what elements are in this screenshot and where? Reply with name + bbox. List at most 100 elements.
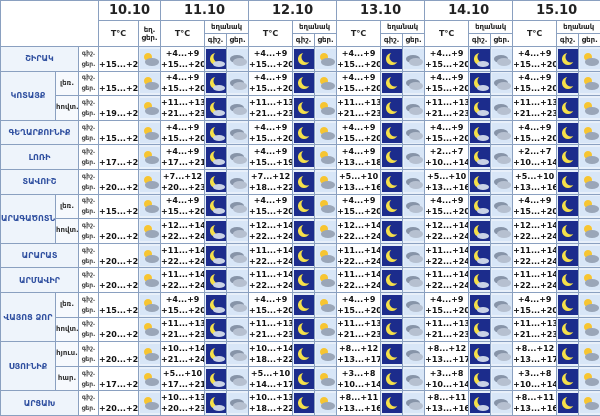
temp-value: +11...+14: [513, 245, 556, 256]
temp-value: +13...+16: [337, 403, 380, 414]
icon-cell: [293, 145, 315, 170]
weather-icon: [492, 73, 512, 93]
temp-value: +17...+20: [99, 157, 138, 168]
icon-cell: [227, 96, 249, 121]
temp-value: +15...+20: [249, 206, 292, 217]
temp-value: +15...+20: [513, 83, 556, 94]
label: գիշ.: [79, 318, 98, 329]
icon-cell: [491, 145, 513, 170]
weather-icon: [382, 98, 402, 118]
weather-icon: [228, 147, 248, 167]
icon-cell: [381, 219, 403, 244]
icon-cell: [469, 96, 491, 121]
temp-value: +20...+22: [99, 231, 138, 242]
icon-cell: [293, 317, 315, 342]
temperature: +15...+20: [99, 120, 139, 145]
weather-icon: [206, 123, 226, 143]
temp-value: +15...+20: [161, 133, 204, 144]
icon-cell: [491, 169, 513, 194]
temperature: +8...+12+13...+17: [337, 342, 381, 367]
temperature: +11...+14+22...+24: [161, 243, 205, 268]
icon-cell: [139, 120, 161, 145]
icon-cell: [293, 268, 315, 293]
temp-value: +12...+14: [337, 220, 380, 231]
temperature: +20...+22: [99, 317, 139, 342]
weather-icon: [206, 221, 226, 241]
spacer: [99, 48, 138, 59]
icon-cell: [579, 194, 600, 219]
icon-cell: [557, 120, 579, 145]
temp-value: +15...+20: [249, 305, 292, 316]
temp-value: +21...+23: [249, 329, 292, 340]
weather-icon: [558, 172, 578, 192]
label: ցեր.: [139, 34, 160, 42]
icon-cell: [579, 292, 600, 317]
temp-value: +17...+20: [99, 379, 138, 390]
icon-cell: [579, 219, 600, 244]
data-row: ԱՐՑԱԽգիշ.ցեր.+20...+23+10...+13+20...+23…: [1, 391, 600, 416]
weather-icon: [294, 393, 314, 413]
temperature: +5...+10+13...+16: [337, 169, 381, 194]
temp-value: +15...+20: [249, 59, 292, 70]
temp-value: +11...+13: [249, 318, 292, 329]
temp-value: +15...+20: [425, 59, 468, 70]
temp-value: +5...+10: [249, 368, 292, 379]
weather-header: եղանակ: [469, 21, 513, 34]
temperature: +8...+12+13...+17: [425, 342, 469, 367]
time-labels: գիշ.ցեր.: [79, 96, 99, 121]
temperature: +20...+23: [99, 268, 139, 293]
sub-region: հյուս.: [56, 342, 79, 367]
temp-value: +5...+10: [161, 368, 204, 379]
weather-icon: [470, 172, 490, 192]
temp-value: +20...+23: [99, 403, 138, 414]
temp-value: +21...+23: [161, 108, 204, 119]
icon-cell: [579, 47, 600, 72]
temperature: +20...+24: [99, 342, 139, 367]
weather-icon: [404, 246, 424, 266]
temp-value: +13...+16: [337, 182, 380, 193]
weather-icon: [382, 319, 402, 339]
label: գիշ.: [79, 245, 98, 256]
temperature: +11...+13+21...+23: [337, 317, 381, 342]
icon-cell: [557, 47, 579, 72]
weather-icon: [382, 172, 402, 192]
temperature: +4...+9+15...+20: [337, 194, 381, 219]
temp-value: +11...+14: [161, 245, 204, 256]
temp-value: +13...+16: [425, 182, 468, 193]
weather-icon: [140, 172, 160, 192]
temp-value: +12...+14: [425, 220, 468, 231]
weather-icon: [492, 221, 512, 241]
icon-cell: [381, 120, 403, 145]
temp-value: +22...+24: [249, 231, 292, 242]
data-row: հար.գիշ.ցեր.+17...+20+5...+10+17...+21+5…: [1, 366, 600, 391]
temp-value: +15...+20: [425, 83, 468, 94]
temp-value: +4...+9: [249, 195, 292, 206]
temp-value: +17...+21: [161, 157, 204, 168]
temperature: +4...+9+15...+20: [249, 47, 293, 72]
weather-icon: [316, 123, 336, 143]
spacer: [99, 97, 138, 108]
icon-cell: [315, 145, 337, 170]
weather-icon: [492, 295, 512, 315]
temperature: +4...+9+15...+20: [425, 292, 469, 317]
icon-cell: [315, 47, 337, 72]
weather-icon: [206, 196, 226, 216]
label: ցեր.: [79, 354, 98, 365]
temp-value: +20...+23: [161, 182, 204, 193]
temperature: +4...+9+15...+20: [513, 120, 557, 145]
weather-icon: [492, 319, 512, 339]
icon-cell: [205, 243, 227, 268]
weather-icon: [140, 319, 160, 339]
weather-icon: [316, 98, 336, 118]
temp-value: +11...+14: [337, 245, 380, 256]
weather-icon: [206, 295, 226, 315]
weather-icon: [228, 393, 248, 413]
icon-cell: [491, 317, 513, 342]
icon-cell: [403, 342, 425, 367]
icon-cell: [579, 391, 600, 416]
temperature: +11...+14+22...+24: [249, 268, 293, 293]
weather-icon: [382, 270, 402, 290]
temp-value: +7...+12: [249, 171, 292, 182]
time-labels: գիշ.ցեր.: [79, 47, 99, 72]
icon-cell: [381, 194, 403, 219]
